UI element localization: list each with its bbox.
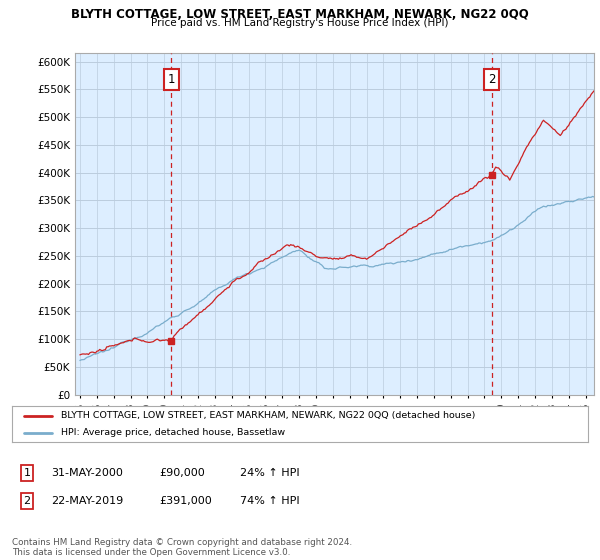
Text: £90,000: £90,000 xyxy=(159,468,205,478)
Text: 2: 2 xyxy=(23,496,31,506)
Text: £391,000: £391,000 xyxy=(159,496,212,506)
Text: Price paid vs. HM Land Registry's House Price Index (HPI): Price paid vs. HM Land Registry's House … xyxy=(151,18,449,29)
Text: 1: 1 xyxy=(167,73,175,86)
Text: BLYTH COTTAGE, LOW STREET, EAST MARKHAM, NEWARK, NG22 0QQ: BLYTH COTTAGE, LOW STREET, EAST MARKHAM,… xyxy=(71,8,529,21)
Text: 74% ↑ HPI: 74% ↑ HPI xyxy=(240,496,299,506)
Text: 2: 2 xyxy=(488,73,495,86)
Text: 1: 1 xyxy=(23,468,31,478)
Text: HPI: Average price, detached house, Bassetlaw: HPI: Average price, detached house, Bass… xyxy=(61,428,285,437)
Text: BLYTH COTTAGE, LOW STREET, EAST MARKHAM, NEWARK, NG22 0QQ (detached house): BLYTH COTTAGE, LOW STREET, EAST MARKHAM,… xyxy=(61,412,475,421)
Text: 24% ↑ HPI: 24% ↑ HPI xyxy=(240,468,299,478)
Text: 31-MAY-2000: 31-MAY-2000 xyxy=(51,468,123,478)
Text: Contains HM Land Registry data © Crown copyright and database right 2024.
This d: Contains HM Land Registry data © Crown c… xyxy=(12,538,352,557)
Text: 22-MAY-2019: 22-MAY-2019 xyxy=(51,496,123,506)
